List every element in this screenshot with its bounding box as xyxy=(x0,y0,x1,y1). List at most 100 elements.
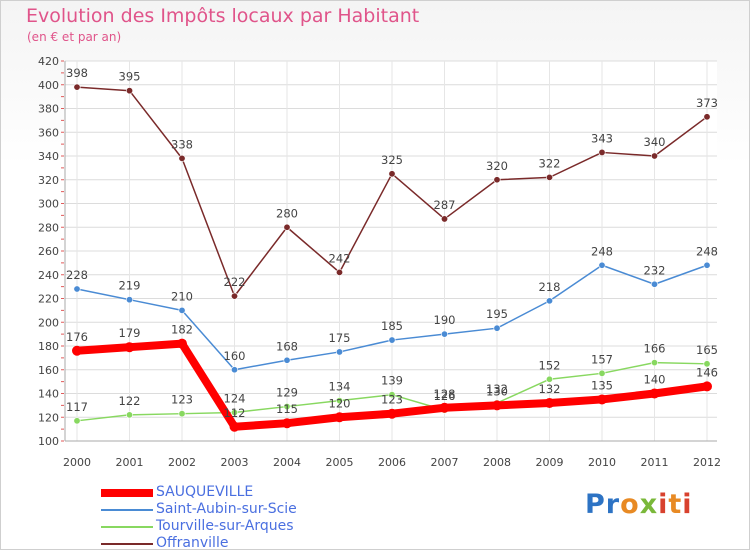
y-tick-label-100: 100 xyxy=(38,435,59,448)
data-label-offranville-2004: 280 xyxy=(276,206,298,220)
data-label-sauqueville-2005: 120 xyxy=(329,396,351,410)
data-point-tourville-sur-arques-2009 xyxy=(545,375,553,383)
data-label-tourville-sur-arques-2004: 129 xyxy=(276,386,298,400)
x-tick-label-2011: 2011 xyxy=(641,456,669,469)
data-label-offranville-2007: 287 xyxy=(434,198,456,212)
data-label-sauqueville-2010: 135 xyxy=(591,378,613,392)
data-point-tourville-sur-arques-2003 xyxy=(231,408,239,416)
data-point-tourville-sur-arques-2010 xyxy=(598,369,606,377)
data-point-sauqueville-2008 xyxy=(492,400,502,411)
data-label-tourville-sur-arques-2010: 157 xyxy=(591,352,613,366)
legend-label-offranville: Offranville xyxy=(156,535,229,551)
y-tick-label-180: 180 xyxy=(38,340,59,353)
data-point-tourville-sur-arques-2004 xyxy=(283,403,291,411)
x-tick-label-2003: 2003 xyxy=(221,456,249,469)
y-tick-label-420: 420 xyxy=(38,55,59,68)
data-label-sauqueville-2009: 132 xyxy=(539,382,561,396)
data-label-tourville-sur-arques-2012: 165 xyxy=(696,343,718,357)
legend-swatch-sauqueville xyxy=(101,489,153,497)
data-label-tourville-sur-arques-2008: 132 xyxy=(486,382,508,396)
data-label-saint-aubin-sur-scie-2004: 168 xyxy=(276,339,298,353)
data-point-sauqueville-2004 xyxy=(282,418,292,429)
data-label-offranville-2001: 395 xyxy=(119,70,141,84)
logo-letter: i xyxy=(658,489,669,520)
data-point-tourville-sur-arques-2001 xyxy=(126,411,134,419)
data-point-saint-aubin-sur-scie-2009 xyxy=(545,297,553,305)
data-label-tourville-sur-arques-2005: 134 xyxy=(329,380,351,394)
y-tick-label-340: 340 xyxy=(38,150,59,163)
data-label-saint-aubin-sur-scie-2012: 248 xyxy=(696,244,718,258)
data-label-tourville-sur-arques-2007: 126 xyxy=(434,389,456,403)
data-label-tourville-sur-arques-2000: 117 xyxy=(66,400,88,414)
y-tick-label-200: 200 xyxy=(38,316,59,329)
proxiti-logo: Proxiti xyxy=(585,489,693,520)
data-label-offranville-2010: 343 xyxy=(591,131,613,145)
data-label-sauqueville-2003: 112 xyxy=(224,406,246,420)
data-label-saint-aubin-sur-scie-2003: 160 xyxy=(224,349,246,363)
legend-swatch-saint-aubin-sur-scie xyxy=(101,509,153,511)
data-label-saint-aubin-sur-scie-2006: 185 xyxy=(381,319,403,333)
data-label-sauqueville-2001: 179 xyxy=(119,326,141,340)
data-label-offranville-2006: 325 xyxy=(381,153,403,167)
data-label-offranville-2009: 322 xyxy=(539,156,561,170)
data-point-offranville-2000 xyxy=(73,83,81,91)
x-tick-label-2006: 2006 xyxy=(378,456,406,469)
data-point-tourville-sur-arques-2002 xyxy=(178,410,186,418)
legend-swatch-tourville-sur-arques xyxy=(101,526,153,528)
data-point-saint-aubin-sur-scie-2011 xyxy=(650,280,658,288)
data-point-saint-aubin-sur-scie-2004 xyxy=(283,356,291,364)
y-axis-tick-labels: 100 120 140 160 180 200 220 240 260 280 300 320 340 3… xyxy=(38,55,59,448)
data-point-sauqueville-2000 xyxy=(72,345,82,356)
data-point-tourville-sur-arques-2006 xyxy=(388,391,396,399)
data-label-saint-aubin-sur-scie-2002: 210 xyxy=(171,289,193,303)
logo-letter: i xyxy=(682,489,693,520)
x-tick-label-2002: 2002 xyxy=(168,456,196,469)
data-point-sauqueville-2002 xyxy=(177,338,187,349)
x-tick-label-2008: 2008 xyxy=(483,456,511,469)
x-tick-label-2010: 2010 xyxy=(588,456,616,469)
data-point-sauqueville-2010 xyxy=(597,394,607,405)
data-label-tourville-sur-arques-2002: 123 xyxy=(171,393,193,407)
data-point-offranville-2008 xyxy=(493,176,501,184)
data-label-offranville-2011: 340 xyxy=(644,135,666,149)
data-label-offranville-2002: 338 xyxy=(171,137,193,151)
legend-label-saint-aubin-sur-scie: Saint-Aubin-sur-Scie xyxy=(156,501,297,517)
x-tick-label-2001: 2001 xyxy=(116,456,144,469)
data-point-saint-aubin-sur-scie-2012 xyxy=(703,261,711,269)
y-tick-label-320: 320 xyxy=(38,174,59,187)
legend-label-tourville-sur-arques: Tourville-sur-Arques xyxy=(156,518,294,534)
data-point-saint-aubin-sur-scie-2007 xyxy=(440,330,448,338)
logo-letter: t xyxy=(668,489,683,520)
data-label-saint-aubin-sur-scie-2007: 190 xyxy=(434,313,456,327)
y-tick-label-280: 280 xyxy=(38,221,59,234)
y-tick-label-120: 120 xyxy=(38,411,59,424)
x-tick-label-2012: 2012 xyxy=(693,456,721,469)
data-point-saint-aubin-sur-scie-2010 xyxy=(598,261,606,269)
data-point-offranville-2010 xyxy=(598,148,606,156)
x-tick-label-2000: 2000 xyxy=(63,456,91,469)
data-label-sauqueville-2012: 146 xyxy=(696,365,718,379)
legend-label-sauqueville: SAUQUEVILLE xyxy=(156,484,254,500)
data-label-saint-aubin-sur-scie-2010: 248 xyxy=(591,244,613,258)
data-label-sauqueville-2008: 130 xyxy=(486,384,508,398)
x-tick-label-2009: 2009 xyxy=(536,456,564,469)
data-point-saint-aubin-sur-scie-2000 xyxy=(73,285,81,293)
data-point-saint-aubin-sur-scie-2008 xyxy=(493,324,501,332)
data-label-saint-aubin-sur-scie-2008: 195 xyxy=(486,307,508,321)
data-point-offranville-2009 xyxy=(545,173,553,181)
data-point-offranville-2011 xyxy=(650,152,658,160)
y-tick-label-300: 300 xyxy=(38,198,59,211)
data-point-saint-aubin-sur-scie-2003 xyxy=(231,366,239,374)
legend-swatch-offranville xyxy=(101,543,153,545)
y-tick-label-140: 140 xyxy=(38,388,59,401)
x-axis-tick-labels: 2000 2001 2002 2003 2004 2005 2006 2007 2008 2009… xyxy=(63,456,721,469)
data-point-sauqueville-2006 xyxy=(387,408,397,419)
logo-letter: o xyxy=(620,489,640,520)
axes xyxy=(61,60,717,442)
data-label-tourville-sur-arques-2003: 124 xyxy=(224,392,246,406)
data-label-saint-aubin-sur-scie-2011: 232 xyxy=(644,263,666,277)
data-label-tourville-sur-arques-2009: 152 xyxy=(539,358,561,372)
